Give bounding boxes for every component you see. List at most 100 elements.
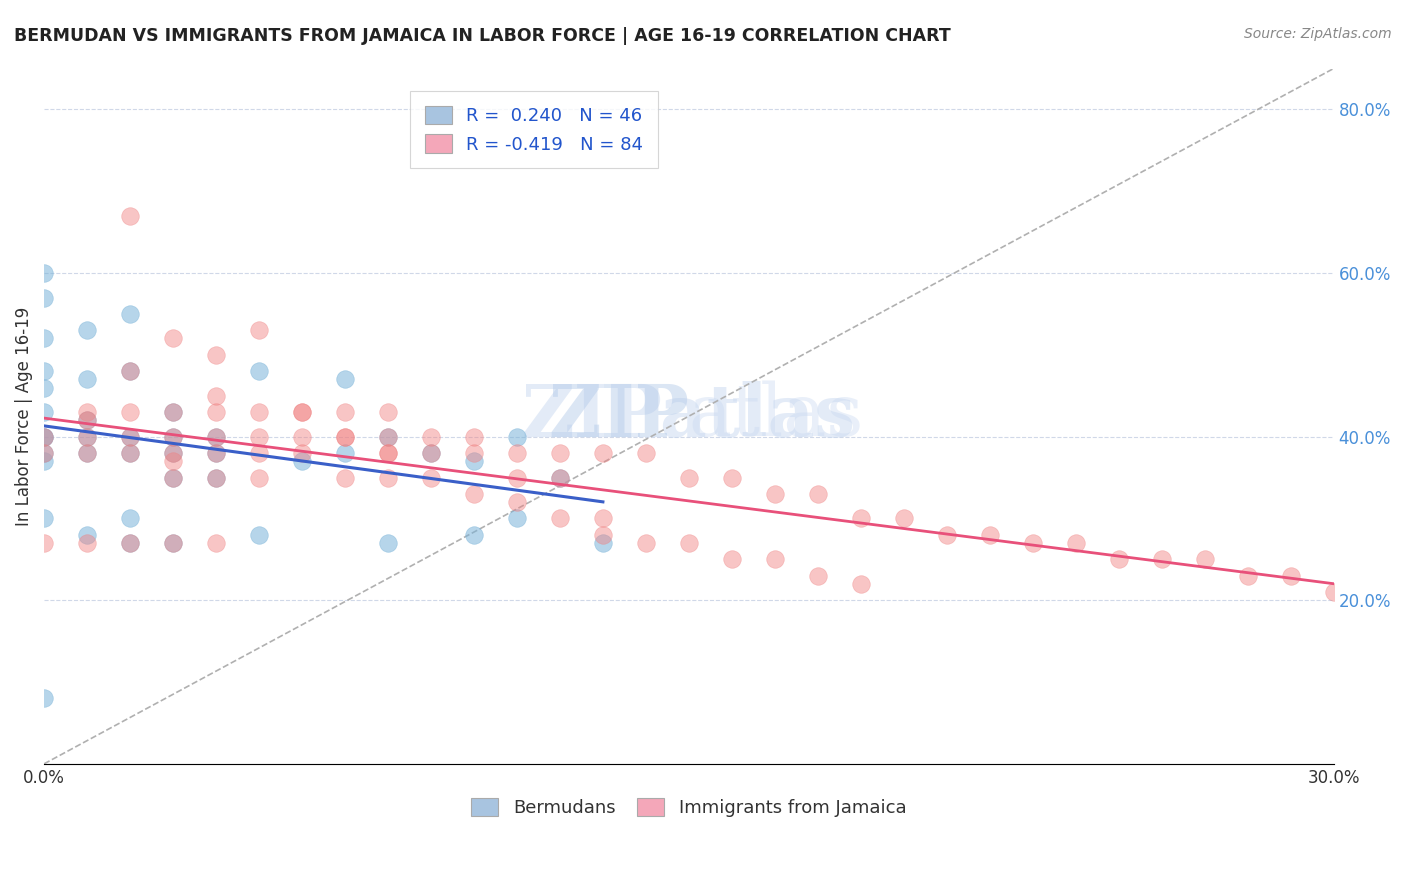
Point	[420, 446, 443, 460]
Point	[76, 413, 98, 427]
Point	[935, 528, 957, 542]
Point	[247, 323, 270, 337]
Point	[548, 511, 571, 525]
Point	[32, 291, 55, 305]
Point	[205, 348, 228, 362]
Legend: Bermudans, Immigrants from Jamaica: Bermudans, Immigrants from Jamaica	[464, 790, 914, 824]
Point	[763, 552, 786, 566]
Point	[247, 446, 270, 460]
Point	[721, 470, 744, 484]
Point	[548, 446, 571, 460]
Point	[463, 487, 485, 501]
Point	[76, 446, 98, 460]
Text: ZIP: ZIP	[548, 381, 689, 451]
Point	[32, 405, 55, 419]
Point	[1279, 568, 1302, 582]
Point	[162, 405, 184, 419]
Point	[76, 429, 98, 443]
Point	[76, 446, 98, 460]
Point	[120, 446, 142, 460]
Point	[592, 528, 614, 542]
Point	[291, 405, 314, 419]
Point	[32, 429, 55, 443]
Text: ZIPatlas: ZIPatlas	[522, 381, 856, 451]
Point	[634, 446, 657, 460]
Point	[849, 577, 872, 591]
Point	[32, 429, 55, 443]
Point	[506, 446, 529, 460]
Point	[377, 446, 399, 460]
Point	[247, 405, 270, 419]
Point	[162, 470, 184, 484]
Point	[32, 429, 55, 443]
Point	[548, 470, 571, 484]
Point	[120, 364, 142, 378]
Point	[32, 266, 55, 280]
Point	[333, 446, 356, 460]
Text: Source: ZipAtlas.com: Source: ZipAtlas.com	[1244, 27, 1392, 41]
Point	[32, 380, 55, 394]
Point	[420, 429, 443, 443]
Point	[1236, 568, 1258, 582]
Point	[247, 528, 270, 542]
Point	[1064, 536, 1087, 550]
Point	[333, 372, 356, 386]
Point	[506, 495, 529, 509]
Point	[463, 429, 485, 443]
Point	[162, 446, 184, 460]
Point	[247, 470, 270, 484]
Point	[463, 528, 485, 542]
Point	[76, 536, 98, 550]
Point	[205, 429, 228, 443]
Point	[333, 405, 356, 419]
Point	[32, 536, 55, 550]
Point	[420, 470, 443, 484]
Y-axis label: In Labor Force | Age 16-19: In Labor Force | Age 16-19	[15, 307, 32, 525]
Text: BERMUDAN VS IMMIGRANTS FROM JAMAICA IN LABOR FORCE | AGE 16-19 CORRELATION CHART: BERMUDAN VS IMMIGRANTS FROM JAMAICA IN L…	[14, 27, 950, 45]
Point	[120, 511, 142, 525]
Point	[205, 470, 228, 484]
Point	[463, 446, 485, 460]
Point	[377, 470, 399, 484]
Point	[76, 405, 98, 419]
Point	[32, 511, 55, 525]
Point	[463, 454, 485, 468]
Point	[205, 429, 228, 443]
Point	[32, 364, 55, 378]
Point	[32, 446, 55, 460]
Point	[1022, 536, 1045, 550]
Point	[205, 405, 228, 419]
Point	[377, 429, 399, 443]
Point	[291, 454, 314, 468]
Point	[979, 528, 1001, 542]
Point	[76, 323, 98, 337]
Point	[506, 429, 529, 443]
Point	[291, 446, 314, 460]
Point	[807, 487, 830, 501]
Point	[807, 568, 830, 582]
Point	[162, 536, 184, 550]
Point	[120, 405, 142, 419]
Point	[205, 446, 228, 460]
Point	[247, 364, 270, 378]
Point	[506, 470, 529, 484]
Point	[120, 536, 142, 550]
Point	[120, 429, 142, 443]
Point	[420, 446, 443, 460]
Point	[162, 454, 184, 468]
Point	[333, 470, 356, 484]
Point	[162, 446, 184, 460]
Point	[32, 691, 55, 706]
Point	[678, 470, 700, 484]
Point	[548, 470, 571, 484]
Point	[1150, 552, 1173, 566]
Text: atlas: atlas	[689, 381, 865, 451]
Point	[120, 429, 142, 443]
Point	[849, 511, 872, 525]
Point	[506, 511, 529, 525]
Point	[120, 446, 142, 460]
Point	[162, 429, 184, 443]
Point	[634, 536, 657, 550]
Point	[162, 429, 184, 443]
Point	[120, 307, 142, 321]
